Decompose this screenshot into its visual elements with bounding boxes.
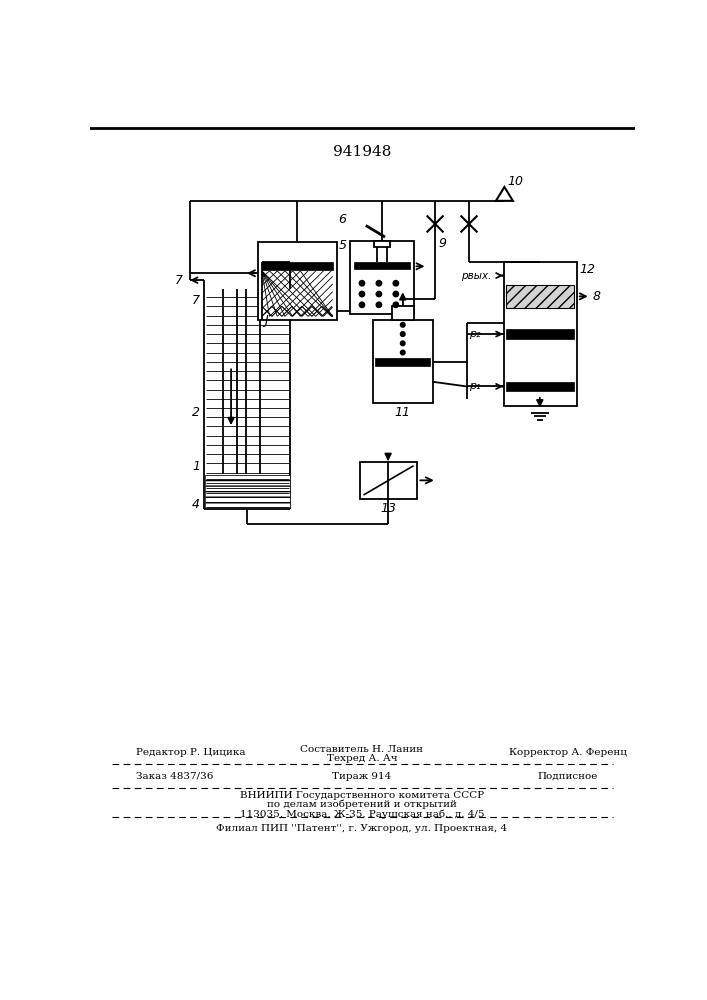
Circle shape bbox=[376, 302, 382, 307]
Text: 9: 9 bbox=[439, 237, 447, 250]
Circle shape bbox=[400, 341, 405, 346]
Text: по делам изобретений и открытий: по делам изобретений и открытий bbox=[267, 800, 457, 809]
Text: Заказ 4837/36: Заказ 4837/36 bbox=[136, 772, 214, 781]
Text: 11: 11 bbox=[395, 406, 411, 419]
Text: J: J bbox=[264, 314, 268, 327]
Circle shape bbox=[393, 302, 399, 307]
Circle shape bbox=[393, 291, 399, 297]
Circle shape bbox=[400, 350, 405, 355]
Bar bbox=[503, 262, 577, 406]
Bar bbox=[392, 306, 414, 320]
Circle shape bbox=[359, 291, 365, 297]
Circle shape bbox=[393, 281, 399, 286]
Text: Филиал ПИП ''Патент'', г. Ужгород, ул. Проектная, 4: Филиал ПИП ''Патент'', г. Ужгород, ул. П… bbox=[216, 824, 508, 833]
Text: Составитель Н. Ланин: Составитель Н. Ланин bbox=[300, 745, 423, 754]
Text: р₁: р₁ bbox=[469, 381, 481, 391]
Text: 10: 10 bbox=[508, 175, 523, 188]
Text: 2: 2 bbox=[192, 406, 200, 419]
Text: 7: 7 bbox=[192, 294, 200, 307]
Bar bbox=[506, 329, 575, 339]
Bar bbox=[258, 242, 337, 320]
Text: 1: 1 bbox=[192, 460, 200, 473]
Text: 4: 4 bbox=[192, 498, 200, 512]
Bar bbox=[354, 262, 409, 269]
Bar bbox=[374, 241, 390, 247]
Circle shape bbox=[376, 291, 382, 297]
Text: 12: 12 bbox=[579, 263, 595, 276]
Text: Редактор Р. Цицика: Редактор Р. Цицика bbox=[136, 748, 246, 757]
Text: 941948: 941948 bbox=[333, 145, 391, 159]
Circle shape bbox=[376, 281, 382, 286]
Text: 7: 7 bbox=[175, 274, 182, 287]
Text: Корректор А. Ференц: Корректор А. Ференц bbox=[508, 748, 626, 757]
Text: рвых.: рвых. bbox=[461, 271, 491, 281]
Bar bbox=[360, 462, 417, 499]
Bar bbox=[205, 475, 290, 508]
Text: ВНИИПИ Государственного комитета СССР: ВНИИПИ Государственного комитета СССР bbox=[240, 791, 484, 800]
Text: 113035, Москва, Ж-35, Раушская наб., д. 4/5: 113035, Москва, Ж-35, Раушская наб., д. … bbox=[240, 809, 484, 819]
Text: 6: 6 bbox=[339, 213, 346, 226]
Text: Подписное: Подписное bbox=[537, 772, 597, 781]
Text: 8: 8 bbox=[592, 290, 600, 303]
Text: р₂: р₂ bbox=[469, 329, 481, 339]
Circle shape bbox=[359, 302, 365, 307]
Bar bbox=[506, 382, 575, 391]
Bar bbox=[375, 358, 431, 366]
Bar bbox=[506, 285, 575, 308]
Text: Тираж 914: Тираж 914 bbox=[332, 772, 392, 781]
Bar bbox=[373, 320, 433, 403]
Text: 5: 5 bbox=[339, 239, 347, 252]
Circle shape bbox=[400, 332, 405, 336]
Text: Техред А. Ач: Техред А. Ач bbox=[327, 754, 397, 763]
Circle shape bbox=[359, 281, 365, 286]
Circle shape bbox=[400, 323, 405, 327]
Bar bbox=[351, 241, 414, 314]
Text: 13: 13 bbox=[380, 502, 396, 515]
Bar bbox=[262, 262, 333, 270]
